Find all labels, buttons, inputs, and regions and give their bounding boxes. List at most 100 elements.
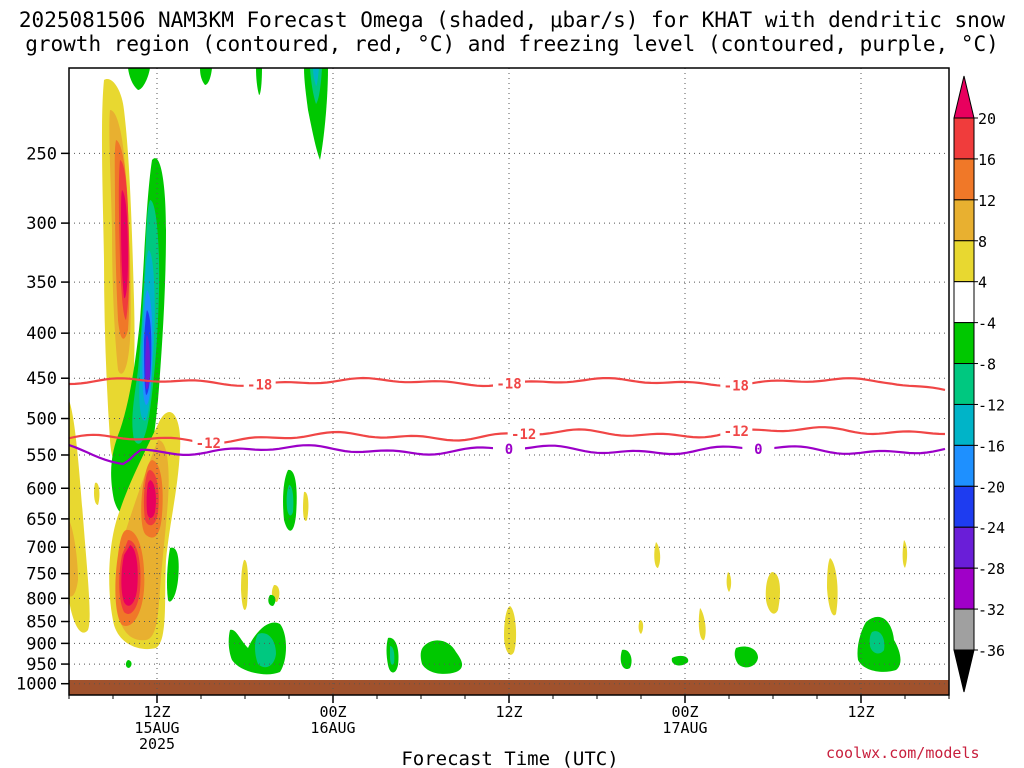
contour-label: -12 (196, 436, 221, 452)
omega-positive-low-8 (726, 572, 732, 592)
colorbar-label: -8 (978, 356, 996, 374)
y-tick-label: 750 (26, 565, 57, 585)
omega-negative-low-7 (734, 646, 758, 668)
omega-negative-low-2-12 (255, 633, 276, 668)
omega-positive-lower-core-20 (146, 480, 156, 518)
colorbar-swatch (953, 608, 975, 651)
ground-surface (69, 680, 949, 695)
contour-label: -18 (247, 377, 272, 393)
y-tick-label: 700 (26, 538, 57, 558)
pressure-axis: 2503003504004505005506006507007508008509… (16, 144, 69, 695)
colorbar-swatch (953, 281, 975, 324)
omega-negative-top-4 (304, 68, 328, 160)
omega-positive-low-1 (241, 559, 248, 610)
y-tick-label: 1000 (16, 675, 57, 695)
omega-negative-top-4-16 (313, 68, 319, 86)
colorbar-label: -12 (978, 396, 1005, 414)
contour-label-bg (742, 441, 775, 457)
y-tick-label: 350 (26, 273, 57, 293)
y-tick-label: 800 (26, 589, 57, 609)
colorbar-label: -24 (978, 519, 1005, 537)
colorbar-label: -20 (978, 478, 1005, 496)
omega-negative-low-5 (620, 649, 632, 670)
colorbar-label: -16 (978, 437, 1005, 455)
contour-label-bg (493, 441, 525, 457)
omega-positive-low-6 (654, 542, 661, 568)
colorbar-label: 4 (978, 274, 987, 292)
y-tick-label: 850 (26, 613, 57, 633)
y-tick-label: 950 (26, 655, 57, 675)
omega-positive-low-11 (902, 540, 908, 568)
colorbar-bottom-arrow (953, 649, 975, 693)
x-tick-label: 17AUG (662, 719, 707, 737)
colorbar-swatch (953, 363, 975, 405)
contour-label-bg (720, 423, 753, 439)
colorbar-swatch (953, 322, 975, 365)
contour-label: 0 (505, 442, 513, 458)
omega-negative-low-4 (420, 640, 463, 674)
x-tick-label: 16AUG (310, 719, 355, 737)
y-tick-label: 300 (26, 214, 57, 234)
omega-negative-mid-12 (286, 485, 294, 516)
y-tick-label: 900 (26, 634, 57, 654)
x-tick-label: 15AUG (134, 719, 179, 737)
contour-label-bg (192, 435, 225, 451)
chart-title-line1: 2025081506 NAM3KM Forecast Omega (shaded… (18, 8, 1006, 32)
omega-negative-low-8-12 (869, 631, 885, 654)
colorbar-swatch (953, 567, 975, 610)
y-tick-label: 550 (26, 446, 57, 466)
x-axis-label: Forecast Time (UTC) (401, 748, 618, 768)
colorbar-label: 20 (978, 110, 996, 128)
omega-negative-low-6 (671, 655, 689, 666)
contour-label: -18 (496, 376, 521, 392)
omega-negative-top-1 (128, 68, 150, 90)
omega-negative-low-3-12 (390, 646, 395, 665)
colorbar-swatch (953, 485, 975, 528)
omega-positive-low-5 (638, 620, 644, 634)
colorbar: 20 16 12 8 4 -4 -8 -12 -16 -20 -24 -28 -32 -36 (953, 75, 1005, 693)
omega-negative-tiny (125, 660, 132, 668)
x-tick-label: 00Z (319, 703, 346, 721)
omega-positive-low-9 (765, 572, 780, 614)
contour-label: -18 (724, 379, 749, 395)
omega-positive-low-3 (504, 606, 517, 655)
omega-positive-small-left (94, 482, 100, 505)
contour-label: -12 (511, 427, 536, 443)
colorbar-label: 16 (978, 151, 996, 169)
colorbar-swatch (953, 444, 975, 487)
omega-positive-mid (303, 491, 309, 521)
omega-positive-lower-left-core-20 (121, 545, 138, 606)
contour-label: 0 (754, 442, 762, 458)
contour-label-bg (507, 426, 540, 442)
omega-negative-lower-left (166, 547, 179, 602)
chart-title-line2: growth region (contoured, red, °C) and f… (25, 32, 999, 56)
colorbar-top-arrow (953, 75, 975, 119)
omega-negative-top-3 (256, 68, 262, 95)
omega-positive-low-7 (698, 608, 706, 641)
colorbar-label: -32 (978, 601, 1005, 619)
contour-label: -12 (724, 424, 749, 440)
omega-negative-top-2 (200, 68, 212, 85)
x-tick-label: 12Z (143, 703, 170, 721)
y-tick-label: 450 (26, 369, 57, 389)
colorbar-swatch (953, 158, 975, 201)
colorbar-swatch (953, 117, 975, 160)
contour-label-bg (720, 377, 753, 393)
omega-positive-low-10 (827, 558, 838, 616)
omega-shading (69, 68, 908, 685)
x-tick-label: 2025 (139, 735, 175, 753)
y-tick-label: 500 (26, 410, 57, 430)
contour-label-bg (493, 375, 525, 391)
omega-positive-column-upper-20 (121, 190, 128, 299)
temperature-contours: -18 -18 -18-12-12 -120 0 (69, 375, 946, 466)
contour-label-bg (243, 376, 276, 392)
colorbar-swatch (953, 403, 975, 446)
y-tick-label: 600 (26, 479, 57, 499)
colorbar-swatch (953, 240, 975, 283)
colorbar-swatch (953, 526, 975, 569)
colorbar-label: 12 (978, 192, 996, 210)
omega-negative-low-1 (268, 594, 276, 606)
colorbar-label: 8 (978, 233, 987, 251)
